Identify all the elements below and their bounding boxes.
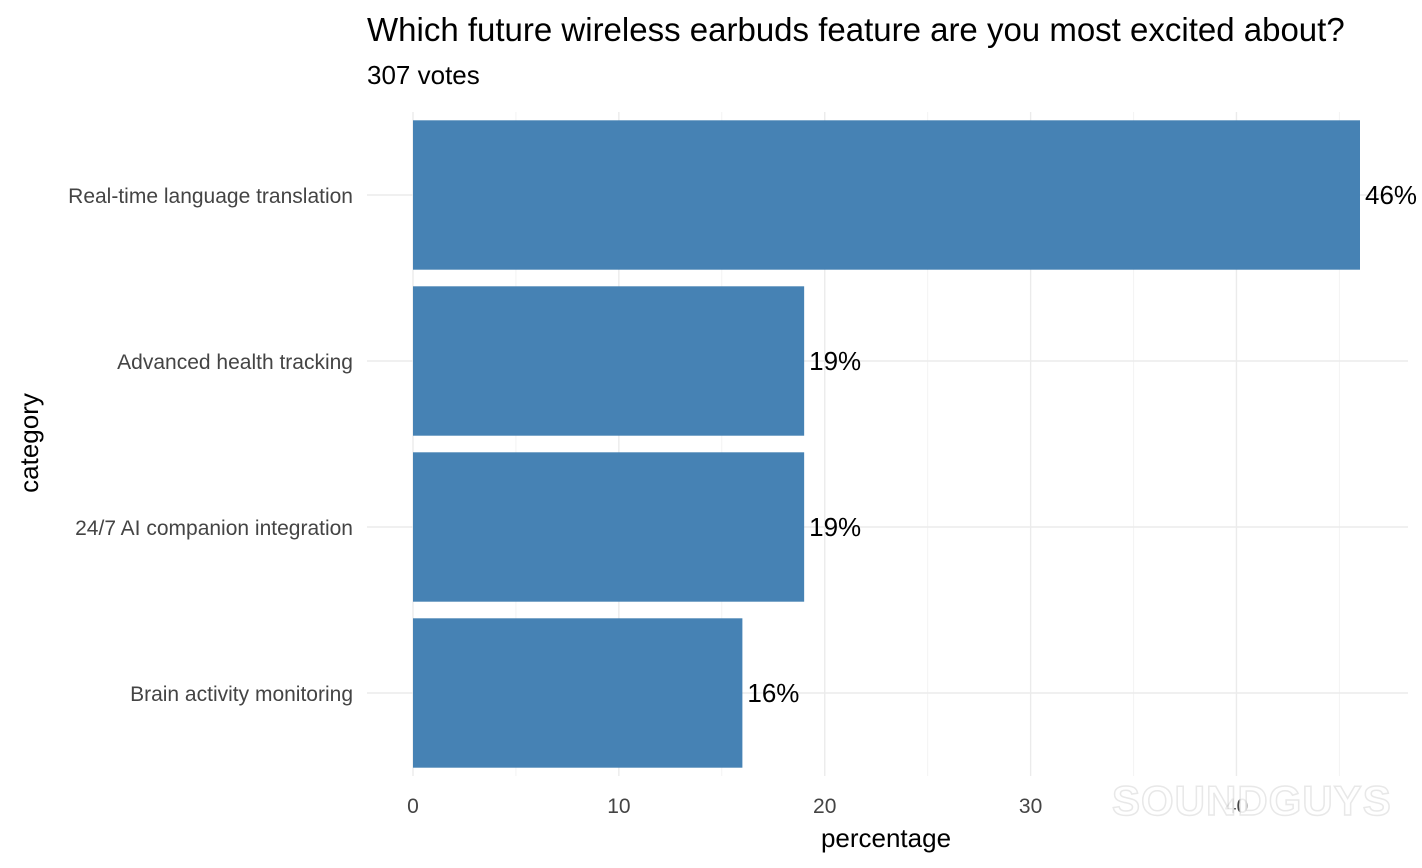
y-tick-label: 24/7 AI companion integration — [75, 517, 353, 540]
data-label: 16% — [747, 678, 799, 708]
x-tick-label: 0 — [407, 795, 419, 818]
bar — [413, 452, 805, 602]
x-axis-title: percentage — [821, 823, 951, 853]
data-label: 46% — [1365, 180, 1417, 210]
bar — [413, 286, 805, 436]
y-axis-title: category — [14, 393, 44, 493]
x-tick-label: 30 — [1019, 795, 1042, 818]
data-label: 19% — [809, 512, 861, 542]
chart-subtitle: 307 votes — [367, 60, 480, 90]
x-tick-label: 20 — [813, 795, 836, 818]
chart-title: Which future wireless earbuds feature ar… — [367, 11, 1345, 48]
bar — [413, 120, 1360, 270]
x-tick-label: 10 — [607, 795, 630, 818]
x-tick-label: 40 — [1225, 795, 1248, 818]
soundguys-watermark: SOUNDGUYS — [1112, 777, 1392, 824]
labels: Real-time language translation 46% Advance… — [68, 180, 1417, 818]
y-tick-label: Advanced health tracking — [117, 351, 353, 374]
y-tick-label: Brain activity monitoring — [130, 683, 353, 706]
bar — [413, 618, 743, 768]
bars — [413, 120, 1360, 768]
y-tick-label: Real-time language translation — [68, 185, 353, 208]
data-label: 19% — [809, 346, 861, 376]
